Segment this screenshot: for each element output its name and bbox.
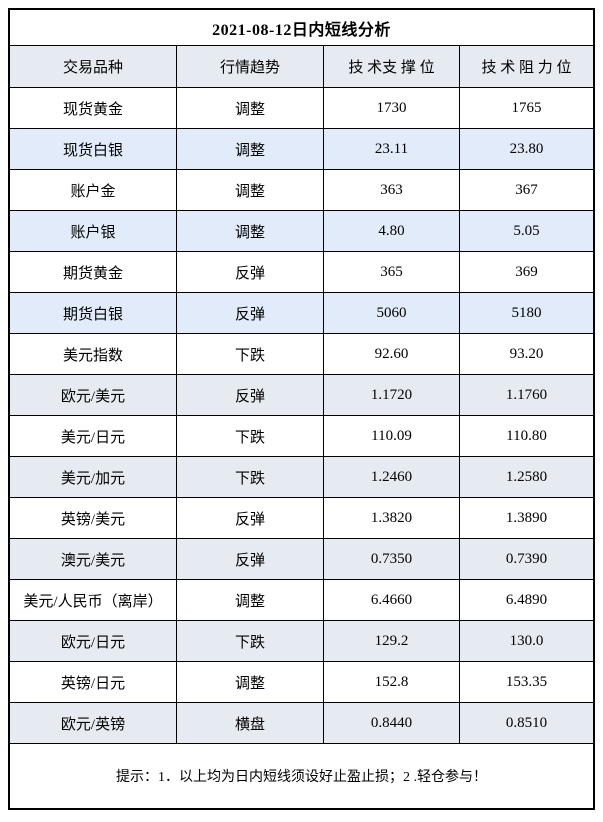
table-row: 英镑/日元 调整 152.8 153.35 [10, 662, 593, 703]
trend-cell: 反弹 [177, 252, 324, 292]
table-title: 2021-08-12日内短线分析 [10, 10, 593, 46]
trend-cell: 反弹 [177, 293, 324, 333]
trend-cell: 调整 [177, 170, 324, 210]
product-cell: 欧元/美元 [10, 375, 177, 415]
resistance-cell: 93.20 [460, 334, 593, 374]
table-row: 期货白银 反弹 5060 5180 [10, 293, 593, 334]
table-row: 账户金 调整 363 367 [10, 170, 593, 211]
table-row: 欧元/日元 下跌 129.2 130.0 [10, 621, 593, 662]
product-cell: 欧元/日元 [10, 621, 177, 661]
table-row: 现货白银 调整 23.11 23.80 [10, 129, 593, 170]
product-cell: 美元/人民币（离岸） [10, 580, 177, 620]
resistance-cell: 130.0 [460, 621, 593, 661]
resistance-cell: 1765 [460, 88, 593, 128]
table-row: 欧元/英镑 横盘 0.8440 0.8510 [10, 703, 593, 744]
table-row: 英镑/美元 反弹 1.3820 1.3890 [10, 498, 593, 539]
resistance-cell: 367 [460, 170, 593, 210]
product-cell: 账户银 [10, 211, 177, 251]
trend-cell: 下跌 [177, 457, 324, 497]
table-row: 澳元/美元 反弹 0.7350 0.7390 [10, 539, 593, 580]
trend-cell: 横盘 [177, 703, 324, 743]
table-row: 期货黄金 反弹 365 369 [10, 252, 593, 293]
header-trend: 行情趋势 [177, 46, 324, 87]
product-cell: 美元指数 [10, 334, 177, 374]
product-cell: 英镑/美元 [10, 498, 177, 538]
resistance-cell: 6.4890 [460, 580, 593, 620]
support-cell: 23.11 [324, 129, 460, 169]
table-row: 美元/人民币（离岸） 调整 6.4660 6.4890 [10, 580, 593, 621]
support-cell: 1730 [324, 88, 460, 128]
resistance-cell: 1.3890 [460, 498, 593, 538]
resistance-cell: 23.80 [460, 129, 593, 169]
resistance-cell: 5.05 [460, 211, 593, 251]
resistance-cell: 1.1760 [460, 375, 593, 415]
resistance-cell: 5180 [460, 293, 593, 333]
analysis-table: 2021-08-12日内短线分析 交易品种 行情趋势 技 术支 撑 位 技 术 … [8, 8, 595, 810]
trend-cell: 调整 [177, 211, 324, 251]
support-cell: 1.1720 [324, 375, 460, 415]
support-cell: 365 [324, 252, 460, 292]
table-row: 美元/加元 下跌 1.2460 1.2580 [10, 457, 593, 498]
product-cell: 英镑/日元 [10, 662, 177, 702]
trend-cell: 反弹 [177, 539, 324, 579]
support-cell: 129.2 [324, 621, 460, 661]
trend-cell: 调整 [177, 580, 324, 620]
support-cell: 5060 [324, 293, 460, 333]
trend-cell: 下跌 [177, 621, 324, 661]
support-cell: 0.7350 [324, 539, 460, 579]
table-row: 美元指数 下跌 92.60 93.20 [10, 334, 593, 375]
resistance-cell: 110.80 [460, 416, 593, 456]
table-body: 现货黄金 调整 1730 1765 现货白银 调整 23.11 23.80 账户… [10, 88, 593, 744]
resistance-cell: 0.7390 [460, 539, 593, 579]
product-cell: 美元/日元 [10, 416, 177, 456]
support-cell: 110.09 [324, 416, 460, 456]
table-row: 美元/日元 下跌 110.09 110.80 [10, 416, 593, 457]
header-support: 技 术支 撑 位 [324, 46, 460, 87]
resistance-cell: 1.2580 [460, 457, 593, 497]
product-cell: 现货白银 [10, 129, 177, 169]
support-cell: 1.3820 [324, 498, 460, 538]
table-row: 账户银 调整 4.80 5.05 [10, 211, 593, 252]
product-cell: 澳元/美元 [10, 539, 177, 579]
product-cell: 欧元/英镑 [10, 703, 177, 743]
product-cell: 期货白银 [10, 293, 177, 333]
product-cell: 账户金 [10, 170, 177, 210]
trend-cell: 调整 [177, 662, 324, 702]
trend-cell: 反弹 [177, 498, 324, 538]
support-cell: 6.4660 [324, 580, 460, 620]
trend-cell: 反弹 [177, 375, 324, 415]
header-product: 交易品种 [10, 46, 177, 87]
table-row: 现货黄金 调整 1730 1765 [10, 88, 593, 129]
support-cell: 152.8 [324, 662, 460, 702]
product-cell: 美元/加元 [10, 457, 177, 497]
product-cell: 现货黄金 [10, 88, 177, 128]
table-header-row: 交易品种 行情趋势 技 术支 撑 位 技 术 阻 力 位 [10, 46, 593, 88]
support-cell: 92.60 [324, 334, 460, 374]
support-cell: 4.80 [324, 211, 460, 251]
trend-cell: 下跌 [177, 416, 324, 456]
table-row: 欧元/美元 反弹 1.1720 1.1760 [10, 375, 593, 416]
support-cell: 1.2460 [324, 457, 460, 497]
resistance-cell: 0.8510 [460, 703, 593, 743]
trend-cell: 下跌 [177, 334, 324, 374]
table-footer-note: 提示：1．以上均为日内短线须设好止盈止损；2 .轻仓参与！ [10, 744, 593, 808]
support-cell: 363 [324, 170, 460, 210]
support-cell: 0.8440 [324, 703, 460, 743]
trend-cell: 调整 [177, 88, 324, 128]
trend-cell: 调整 [177, 129, 324, 169]
product-cell: 期货黄金 [10, 252, 177, 292]
header-resistance: 技 术 阻 力 位 [460, 46, 593, 87]
resistance-cell: 369 [460, 252, 593, 292]
resistance-cell: 153.35 [460, 662, 593, 702]
